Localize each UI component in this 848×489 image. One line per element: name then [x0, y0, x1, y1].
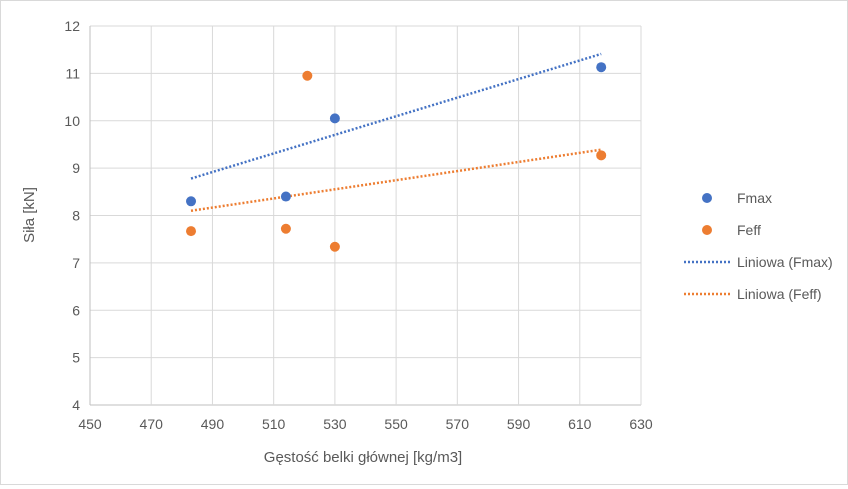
- data-point-feff: [329, 241, 340, 252]
- data-point-feff: [186, 226, 197, 237]
- data-point-feff: [596, 150, 607, 161]
- x-tick-label: 570: [446, 416, 470, 432]
- y-tick-label: 11: [65, 65, 80, 81]
- data-point-feff: [280, 223, 291, 234]
- data-point-feff: [302, 70, 313, 81]
- data-point-fmax: [280, 191, 291, 202]
- trendline: [190, 148, 602, 212]
- trendlines: [190, 52, 602, 212]
- x-tick-label: 510: [262, 416, 286, 432]
- x-tick-label: 590: [507, 416, 531, 432]
- legend-marker: [702, 225, 712, 235]
- x-tick-label: 450: [78, 416, 102, 432]
- x-tick-label: 470: [140, 416, 164, 432]
- y-tick-label: 12: [64, 18, 80, 34]
- data-point-fmax: [186, 196, 197, 207]
- grid-lines: [89, 25, 642, 406]
- x-tick-label: 490: [201, 416, 225, 432]
- legend-marker: [702, 193, 712, 203]
- x-tick-labels: 450 470 490 510 530 550 570 590 610 630: [78, 416, 653, 432]
- x-axis-label: Gęstość belki głównej [kg/m3]: [264, 449, 462, 466]
- legend: Fmax Feff Liniowa (Fmax) Liniowa (Feff): [684, 190, 833, 302]
- x-tick-label: 610: [568, 416, 592, 432]
- legend-label: Liniowa (Fmax): [737, 254, 833, 270]
- y-tick-label: 5: [72, 350, 80, 366]
- legend-label: Fmax: [737, 190, 772, 206]
- y-tick-label: 8: [72, 208, 80, 224]
- y-tick-labels: 4 5 6 7 8 9 10 11 12: [64, 18, 80, 413]
- data-points: [186, 62, 607, 252]
- data-point-fmax: [596, 62, 607, 73]
- legend-label: Feff: [737, 222, 761, 238]
- legend-label: Liniowa (Feff): [737, 286, 822, 302]
- y-tick-label: 9: [72, 160, 80, 176]
- trendline: [190, 52, 602, 180]
- x-tick-label: 630: [629, 416, 653, 432]
- y-tick-label: 10: [64, 113, 80, 129]
- x-tick-label: 530: [323, 416, 347, 432]
- y-tick-label: 4: [72, 397, 80, 413]
- x-tick-label: 550: [384, 416, 408, 432]
- y-tick-label: 6: [72, 302, 80, 318]
- y-tick-label: 7: [72, 255, 80, 271]
- y-axis-label: Siła [kN]: [21, 187, 38, 243]
- data-point-fmax: [329, 113, 340, 124]
